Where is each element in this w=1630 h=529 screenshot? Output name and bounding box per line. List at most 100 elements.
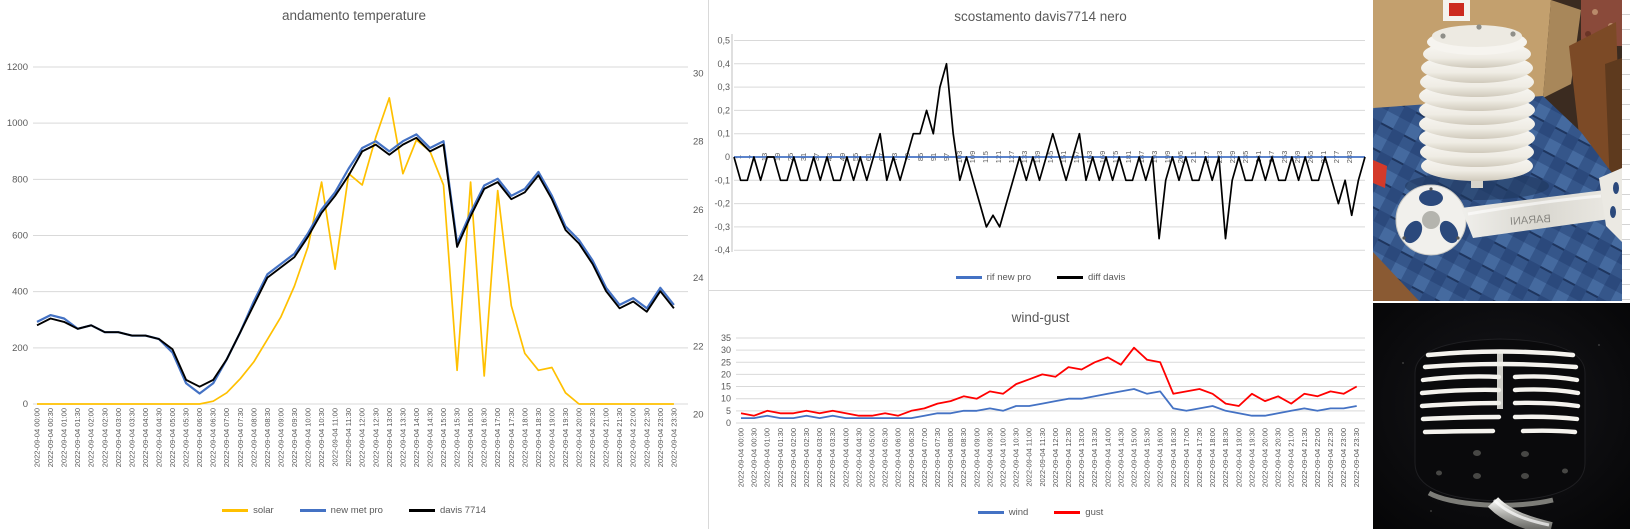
svg-text:26: 26 [693,205,704,216]
red-strap [1373,160,1387,188]
chart-scostamento-davis7714[interactable]: scostamento davis7714 nero 0,5 0,4 0,3 0,2 0… [708,0,1372,291]
svg-text:2022-09-04 01:30: 2022-09-04 01:30 [776,428,785,487]
bracket-mirrored-text: BARANI [1510,213,1552,228]
svg-text:2022-09-04 14:00: 2022-09-04 14:00 [412,408,421,467]
svg-text:2022-09-04 07:00: 2022-09-04 07:00 [222,408,231,467]
svg-text:400: 400 [12,287,28,298]
svg-text:2022-09-04 20:00: 2022-09-04 20:00 [1261,428,1270,487]
svg-text:2022-09-04 15:30: 2022-09-04 15:30 [453,408,462,467]
legend-item-gust[interactable]: gust [1054,507,1103,518]
svg-text:15: 15 [721,382,731,392]
svg-text:0,1: 0,1 [717,129,730,139]
svg-text:0: 0 [725,152,730,162]
svg-text:-0,1: -0,1 [714,175,730,185]
photo-black-radiation-shield[interactable] [1373,303,1630,529]
legend-label: wind [1008,507,1029,518]
svg-text:5: 5 [726,406,731,416]
svg-text:28: 28 [693,137,704,148]
legend-item-rif-new-pro[interactable]: rif new pro [955,272,1032,283]
svg-text:2022-09-04 15:00: 2022-09-04 15:00 [1130,428,1139,487]
chart-title: wind-gust [1011,310,1070,325]
svg-text:0: 0 [726,418,731,428]
svg-text:2022-09-04 03:00: 2022-09-04 03:00 [815,428,824,487]
svg-text:2022-09-04 20:30: 2022-09-04 20:30 [1274,428,1283,487]
svg-text:2022-09-04 01:00: 2022-09-04 01:00 [763,428,772,487]
wind-gust-legend: wind gust [709,507,1372,518]
svg-text:2022-09-04 12:30: 2022-09-04 12:30 [371,408,380,467]
cardboard-box-side [1543,0,1581,98]
svg-text:2022-09-04 05:00: 2022-09-04 05:00 [168,408,177,467]
svg-text:2022-09-04 19:30: 2022-09-04 19:30 [1247,428,1256,487]
svg-text:20: 20 [721,369,731,379]
svg-text:0: 0 [23,399,28,410]
svg-text:2022-09-04 14:30: 2022-09-04 14:30 [425,408,434,467]
svg-text:2022-09-04 17:30: 2022-09-04 17:30 [1195,428,1204,487]
svg-text:2022-09-04 03:30: 2022-09-04 03:30 [828,428,837,487]
legend-label: new met pro [330,505,383,516]
svg-text:-0,4: -0,4 [714,245,730,255]
svg-text:2022-09-04 05:30: 2022-09-04 05:30 [881,428,890,487]
legend-item-diff-davis[interactable]: diff davis [1057,272,1125,283]
svg-text:2022-09-04 02:00: 2022-09-04 02:00 [87,408,96,467]
photo-white-radiation-shield[interactable]: BARANI [1373,0,1622,301]
wind-swatch [977,511,1004,514]
legend-item-new-met-pro[interactable]: new met pro [299,505,383,516]
louver-center-rib [1497,351,1503,409]
svg-text:24: 24 [693,273,704,284]
legend-item-davis-7714[interactable]: davis 7714 [408,505,486,516]
svg-text:2022-09-04 09:00: 2022-09-04 09:00 [276,408,285,467]
svg-text:2022-09-04 18:00: 2022-09-04 18:00 [520,408,529,467]
svg-text:200: 200 [12,343,28,354]
svg-text:2022-09-04 01:30: 2022-09-04 01:30 [73,408,82,467]
svg-text:2022-09-04 05:00: 2022-09-04 05:00 [868,428,877,487]
svg-text:2022-09-04 15:30: 2022-09-04 15:30 [1143,428,1152,487]
svg-text:2022-09-04 18:30: 2022-09-04 18:30 [1221,428,1230,487]
svg-text:2022-09-04 13:00: 2022-09-04 13:00 [1077,428,1086,487]
legend-label: rif new pro [986,272,1032,283]
svg-text:30: 30 [693,69,704,80]
chart-title: andamento temperature [281,8,427,23]
svg-text:2022-09-04 08:00: 2022-09-04 08:00 [946,428,955,487]
gust-swatch [1054,511,1081,514]
diff-davis-swatch [1057,276,1084,279]
legend-label: davis 7714 [439,505,486,516]
svg-text:2022-09-04 19:30: 2022-09-04 19:30 [561,408,570,467]
chart-title: scostamento davis7714 nero [954,9,1127,24]
svg-text:2022-09-04 23:30: 2022-09-04 23:30 [669,408,678,467]
svg-text:2022-09-04 10:00: 2022-09-04 10:00 [999,428,1008,487]
svg-text:2022-09-04 11:30: 2022-09-04 11:30 [1038,428,1047,487]
svg-text:2022-09-04 11:00: 2022-09-04 11:00 [331,408,340,467]
svg-text:2022-09-04 16:30: 2022-09-04 16:30 [1169,428,1178,487]
spreadsheet-gridline-gutter [1622,0,1630,303]
metal-arm-pipe [1487,496,1553,529]
svg-text:20: 20 [693,410,704,421]
screw-glints [1436,450,1568,479]
svg-text:2022-09-04 08:30: 2022-09-04 08:30 [959,428,968,487]
svg-text:2022-09-04 06:30: 2022-09-04 06:30 [907,428,916,487]
svg-text:2022-09-04 02:30: 2022-09-04 02:30 [802,428,811,487]
legend-item-wind[interactable]: wind [977,507,1029,518]
white-stacked-plate-shield [1419,24,1535,181]
svg-text:2022-09-04 23:00: 2022-09-04 23:00 [656,408,665,467]
wood-table-edge [1373,252,1419,301]
svg-text:2022-09-04 16:30: 2022-09-04 16:30 [480,408,489,467]
svg-text:0,2: 0,2 [717,105,730,115]
svg-text:800: 800 [12,174,28,185]
svg-text:2022-09-04 10:00: 2022-09-04 10:00 [304,408,313,467]
legend-item-solar[interactable]: solar [222,505,274,516]
solar-swatch [222,509,249,512]
svg-text:2022-09-04 00:30: 2022-09-04 00:30 [750,428,759,487]
svg-text:2022-09-04 00:00: 2022-09-04 00:00 [737,428,746,487]
chart-andamento-temperature[interactable]: andamento temperature 0 200 400 600 800 1000 1… [0,0,708,529]
svg-text:2022-09-04 00:30: 2022-09-04 00:30 [46,408,55,467]
svg-text:2022-09-04 21:30: 2022-09-04 21:30 [1300,428,1309,487]
svg-text:2022-09-04 21:00: 2022-09-04 21:00 [602,408,611,467]
svg-text:2022-09-04 08:30: 2022-09-04 08:30 [263,408,272,467]
svg-text:1200: 1200 [7,62,28,73]
svg-text:2022-09-04 22:00: 2022-09-04 22:00 [629,408,638,467]
shield-screw [1440,33,1446,39]
chart-wind-gust[interactable]: wind-gust 0 5 10 15 20 25 30 35 2022-09-04 00:00… [708,291,1372,529]
svg-text:2022-09-04 16:00: 2022-09-04 16:00 [1156,428,1165,487]
svg-text:2022-09-04 06:00: 2022-09-04 06:00 [894,428,903,487]
